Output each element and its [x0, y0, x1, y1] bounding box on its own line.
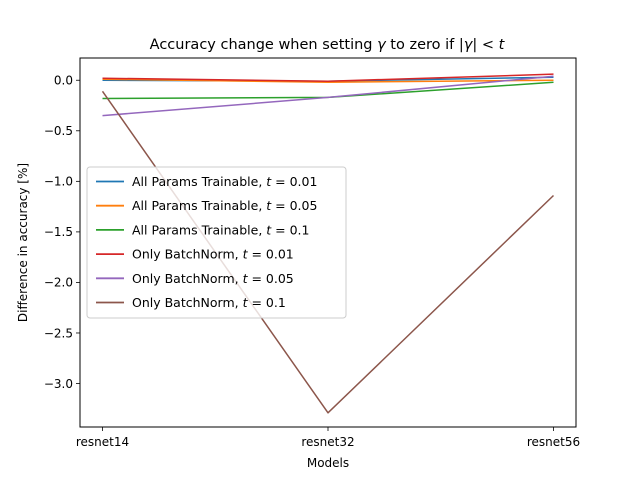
y-tick-label: −0.5: [44, 124, 73, 138]
y-tick-label: −1.5: [44, 225, 73, 239]
x-tick-label: resnet32: [301, 435, 354, 449]
y-tick-label: −1.0: [44, 175, 73, 189]
series-line-4: [102, 73, 554, 82]
legend-label-6: Only BatchNorm, t = 0.1: [132, 295, 286, 310]
legend-label-5: Only BatchNorm, t = 0.05: [132, 271, 294, 286]
y-tick-label: −2.0: [44, 276, 73, 290]
y-tick-label: −2.5: [44, 326, 73, 340]
legend-label-2: All Params Trainable, t = 0.05: [132, 198, 317, 213]
y-tick-label: 0.0: [54, 74, 73, 88]
x-tick-label: resnet14: [76, 435, 129, 449]
legend-label-1: All Params Trainable, t = 0.01: [132, 174, 317, 189]
y-axis-label: Difference in accuracy [%]: [16, 163, 30, 322]
x-tick-label: resnet56: [527, 435, 580, 449]
x-axis-label: Models: [307, 456, 349, 470]
chart-title: Accuracy change when setting γ to zero i…: [150, 37, 506, 53]
y-tick-label: −3.0: [44, 377, 73, 391]
legend-items: All Params Trainable, t = 0.01 All Params…: [96, 174, 317, 310]
series-line-2: [102, 78, 554, 84]
legend-label-3: All Params Trainable, t = 0.1: [132, 222, 309, 237]
x-axis-ticks: resnet14 resnet32 resnet56: [76, 427, 580, 449]
legend-label-4: Only BatchNorm, t = 0.01: [132, 247, 294, 262]
y-axis-ticks: 0.0 −0.5 −1.0 −1.5 −2.0 −2.5 −3.0: [44, 74, 80, 391]
plot-lines: [101, 73, 555, 414]
legend: All Params Trainable, t = 0.01 All Params…: [86, 166, 347, 319]
legend-box: [86, 166, 347, 319]
series-line-5: [102, 75, 554, 117]
